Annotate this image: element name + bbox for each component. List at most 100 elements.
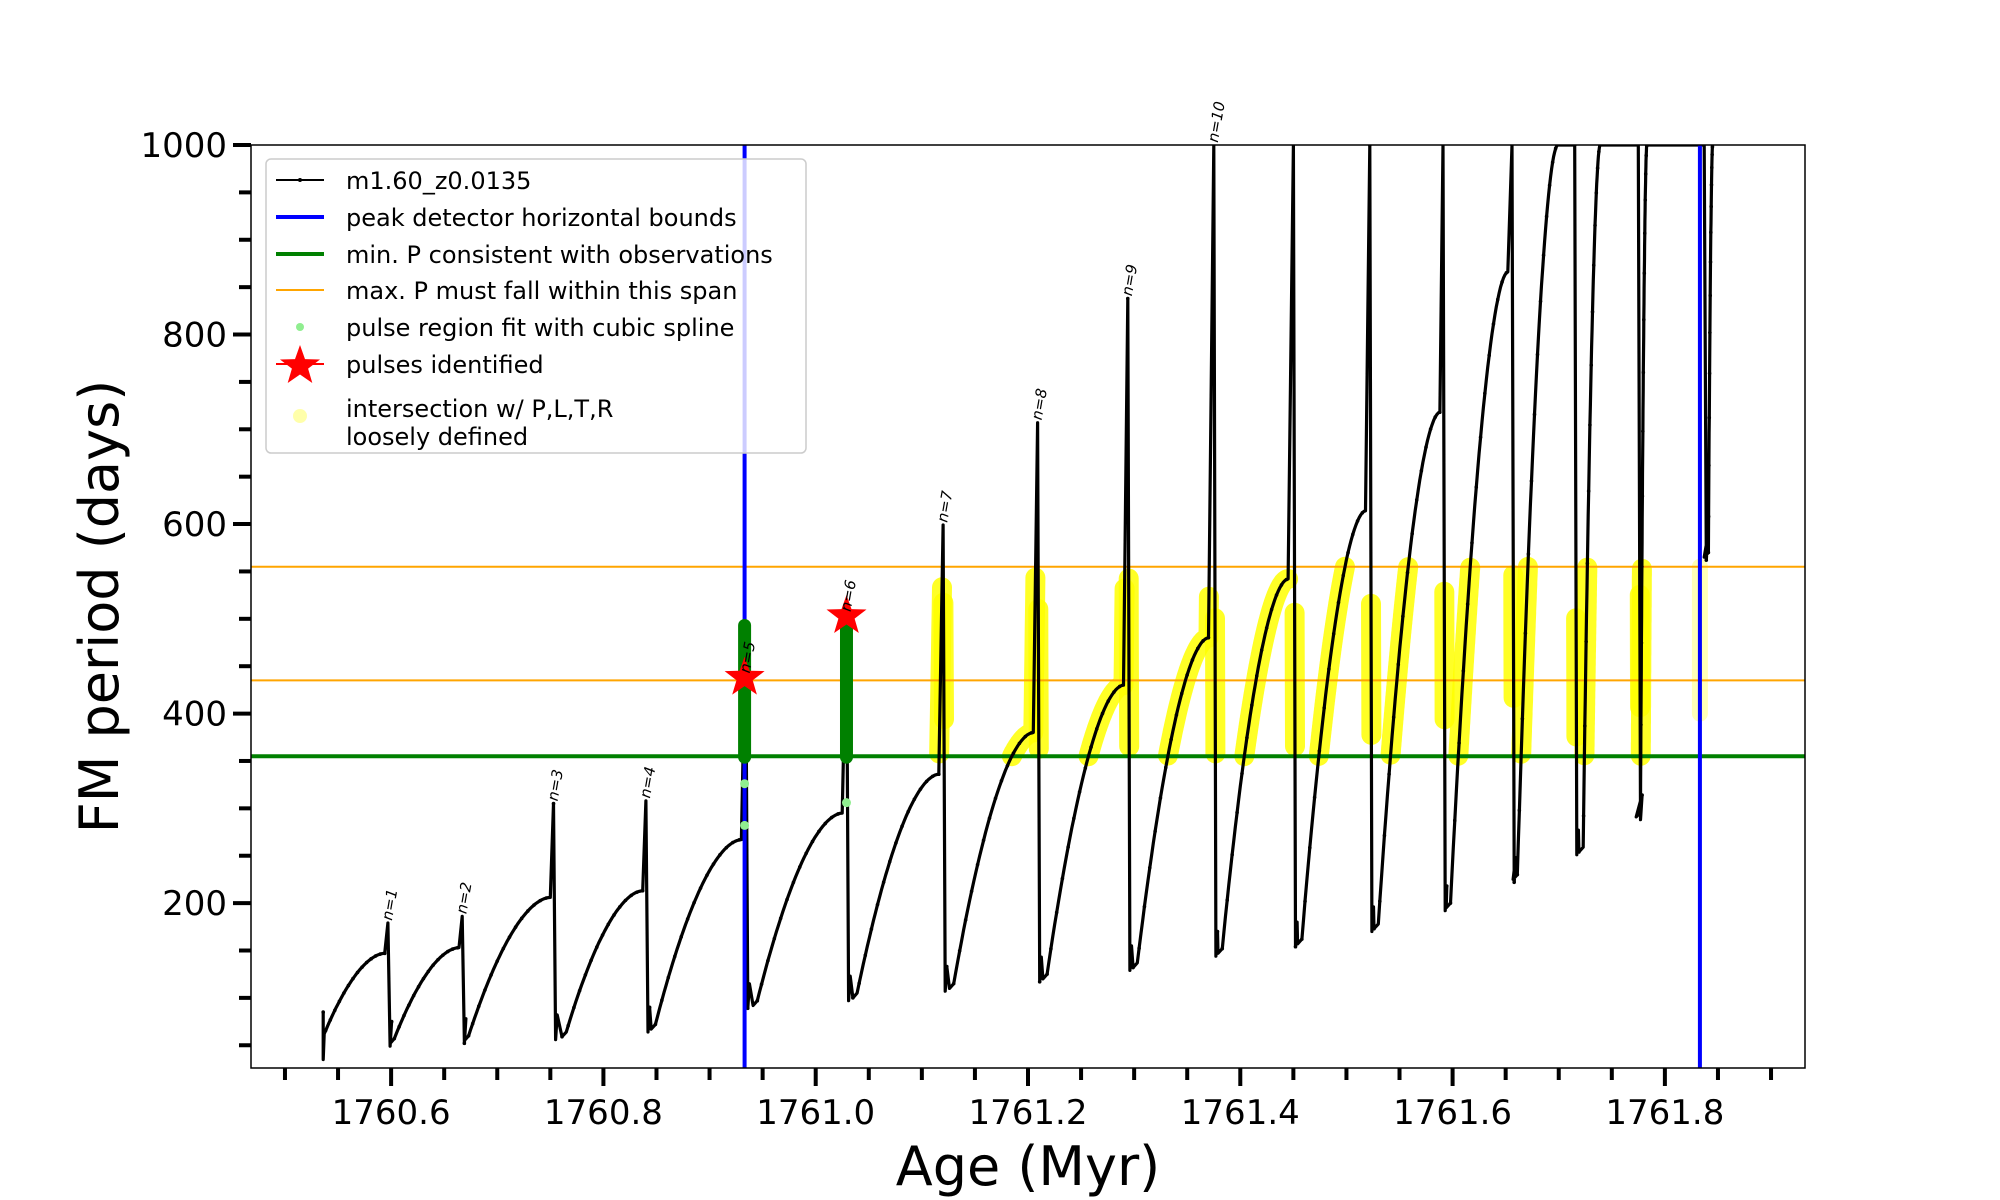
series-point: [635, 890, 639, 894]
series-point: [1414, 497, 1419, 502]
series-point: [1707, 463, 1711, 468]
series-point: [389, 1019, 394, 1024]
series-point: [1401, 614, 1405, 619]
series-point: [791, 880, 796, 885]
pulse-label: n=7: [933, 489, 956, 524]
series-point: [1433, 415, 1438, 419]
series-point: [851, 996, 855, 1000]
series-point: [1500, 280, 1504, 284]
series-point: [1158, 796, 1163, 800]
series-point: [772, 936, 777, 941]
series-point: [1544, 214, 1549, 219]
series-point: [1230, 853, 1234, 857]
series-point: [466, 1033, 471, 1038]
series-point: [1709, 183, 1714, 187]
series-point: [1448, 901, 1453, 905]
series-point: [1106, 699, 1111, 703]
series-point: [724, 845, 729, 850]
series-point: [1639, 722, 1643, 727]
series-point: [1331, 631, 1336, 636]
series-point: [1709, 204, 1713, 209]
series-point: [1641, 370, 1646, 375]
series-point: [470, 1021, 475, 1026]
series-point: [672, 954, 677, 959]
series-point: [1215, 929, 1220, 934]
spline-point: [841, 798, 851, 808]
series-point: [1351, 532, 1355, 537]
x-tick-label: 1760.6: [332, 1093, 451, 1133]
series-point: [1264, 626, 1269, 630]
series-point: [640, 888, 645, 893]
series-point: [1640, 494, 1645, 498]
series-point: [1378, 899, 1382, 903]
series-point: [519, 916, 524, 921]
series-point: [1179, 691, 1184, 696]
series-point: [1322, 706, 1326, 710]
spline-point: [740, 779, 750, 789]
series-point: [1201, 639, 1205, 643]
series-point: [823, 821, 828, 826]
series-point: [1642, 231, 1647, 236]
series-point: [462, 1041, 467, 1046]
series-point: [612, 913, 616, 917]
series-point: [755, 998, 760, 1003]
series-point: [1011, 751, 1016, 756]
series-point: [1410, 532, 1414, 536]
series-point: [483, 988, 487, 992]
series-point: [666, 975, 671, 980]
series-point: [1153, 829, 1157, 834]
series-point: [1706, 550, 1711, 555]
series-point: [1255, 673, 1259, 678]
series-point: [1444, 884, 1449, 888]
y-tick-label: 600: [162, 505, 227, 545]
series-point: [1112, 690, 1116, 694]
series-point: [1428, 427, 1433, 431]
series-point: [1708, 293, 1713, 298]
series-point: [1639, 641, 1644, 645]
pulse-label: n=10: [1204, 100, 1229, 144]
y-tick-label: 200: [162, 884, 227, 924]
series-point: [1336, 600, 1341, 605]
series-point: [1424, 445, 1428, 449]
series-point: [1643, 172, 1648, 176]
series-point: [1142, 904, 1147, 909]
series-point: [538, 898, 542, 903]
series-point: [1060, 876, 1065, 881]
series-point: [1465, 602, 1470, 606]
series-point: [1077, 790, 1082, 794]
series-point: [1341, 573, 1346, 578]
legend-handle: [280, 345, 320, 383]
series-point: [369, 957, 373, 961]
series-point: [1419, 469, 1424, 473]
series-point: [1640, 793, 1644, 797]
series-point: [1595, 166, 1600, 170]
series-point: [1387, 772, 1391, 776]
series-point: [566, 1023, 570, 1028]
series-point: [323, 1028, 328, 1033]
series-point: [1708, 330, 1712, 335]
series-point: [685, 917, 690, 921]
series-point: [342, 991, 346, 995]
series-point: [1279, 583, 1284, 587]
series-point: [1169, 737, 1173, 742]
series-point: [1504, 271, 1509, 275]
series-point: [1185, 673, 1189, 677]
series-point: [778, 916, 783, 921]
legend-label: max. P must fall within this span: [346, 277, 737, 305]
pulse-stars: [724, 595, 867, 695]
series-point: [1405, 570, 1410, 575]
series-point: [411, 993, 416, 998]
series-point: [1710, 165, 1714, 170]
series-point: [1538, 299, 1543, 304]
pulse-label: n=5: [736, 640, 759, 674]
series-point: [1269, 607, 1274, 612]
series-point: [513, 925, 518, 929]
pulse-label: n=2: [452, 881, 475, 915]
series-point: [1589, 363, 1594, 367]
series-point: [1550, 160, 1555, 165]
series-point: [1147, 865, 1152, 870]
y-tick-label: 800: [162, 316, 227, 356]
series-point: [1317, 749, 1322, 753]
